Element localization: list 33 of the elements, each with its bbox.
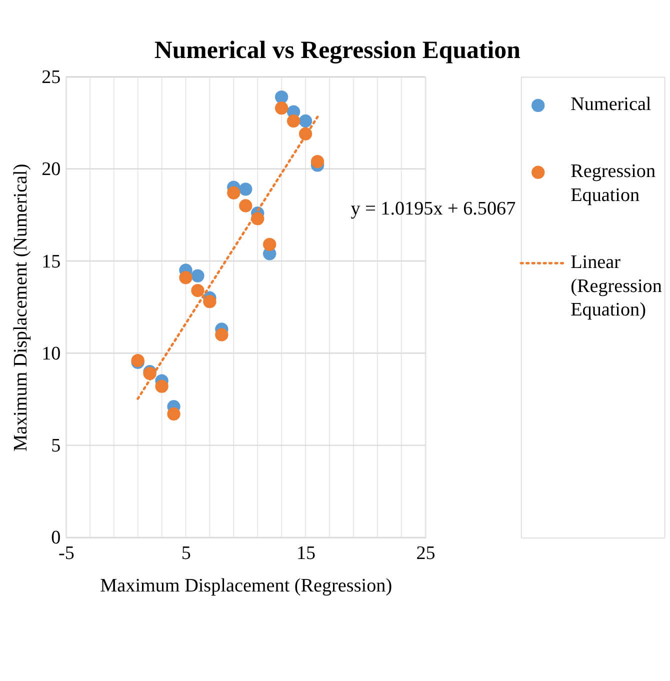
chart-title: Numerical vs Regression Equation <box>154 37 521 64</box>
y-tick-label: 10 <box>42 343 61 364</box>
point <box>203 295 216 308</box>
annotation: y = 1.0195x + 6.5067 <box>350 198 516 220</box>
y-axis-title: Maximum Displacement (Numerical) <box>10 164 32 452</box>
point <box>215 328 228 342</box>
x-axis-title: Maximum Displacement (Regression) <box>100 575 392 596</box>
y-tick-label: 0 <box>51 528 61 549</box>
point <box>263 238 276 252</box>
point <box>286 114 300 128</box>
point <box>155 380 168 393</box>
y-tick-label: 15 <box>42 251 61 272</box>
point <box>239 182 252 196</box>
legend-label: Linear (Regression Equation) <box>570 252 662 321</box>
y-tick-label: 25 <box>42 66 61 88</box>
point <box>239 199 252 212</box>
point <box>191 284 204 298</box>
x-tick-label: 5 <box>181 542 191 564</box>
x-tick-label: 15 <box>296 542 316 564</box>
y-tick-label: 20 <box>42 159 61 180</box>
point <box>191 269 204 282</box>
point <box>310 154 324 168</box>
point <box>167 407 180 421</box>
x-tick-label: 25 <box>416 542 436 564</box>
y-tick-label: 5 <box>51 436 61 457</box>
point <box>298 114 312 128</box>
point <box>274 102 288 115</box>
legend-label: Numerical <box>570 94 652 116</box>
point <box>179 271 192 284</box>
point <box>274 90 288 104</box>
x-tick-label: -5 <box>58 542 74 564</box>
legend-label: Regression Equation <box>570 161 656 206</box>
point <box>227 186 240 200</box>
